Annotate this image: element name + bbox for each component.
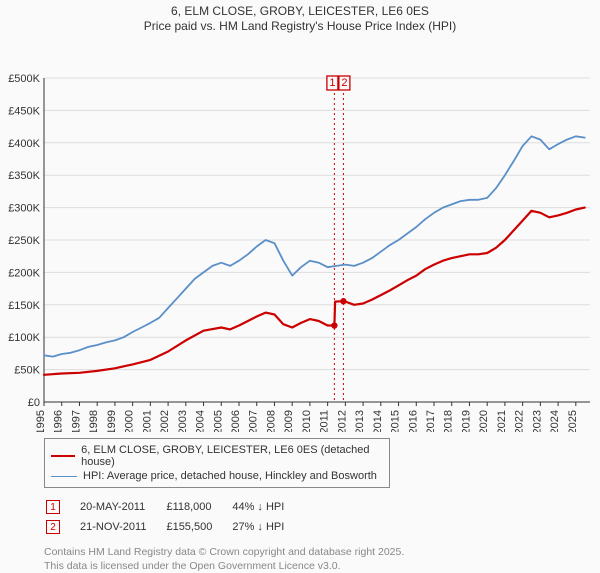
svg-text:2014: 2014: [372, 410, 384, 432]
svg-text:2007: 2007: [248, 410, 260, 432]
event-date: 21-NOV-2011: [80, 518, 164, 536]
svg-text:2001: 2001: [141, 410, 153, 432]
event-date: 20-MAY-2011: [80, 498, 164, 516]
legend: 6, ELM CLOSE, GROBY, LEICESTER, LE6 0ES …: [44, 438, 390, 488]
svg-text:2015: 2015: [390, 410, 402, 432]
svg-text:£0: £0: [28, 397, 40, 409]
sale-events-table: 1 20-MAY-2011£118,00044% ↓ HPI 2 21-NOV-201…: [44, 496, 304, 538]
svg-text:2020: 2020: [478, 410, 490, 432]
svg-text:2023: 2023: [531, 410, 543, 432]
svg-text:1: 1: [329, 77, 335, 89]
event-marker-cell: 2: [46, 518, 78, 536]
svg-text:2022: 2022: [514, 410, 526, 432]
svg-text:2012: 2012: [336, 410, 348, 432]
attribution-line-1: Contains HM Land Registry data © Crown c…: [44, 546, 404, 558]
svg-text:2025: 2025: [567, 410, 579, 432]
event-delta: 44% ↓ HPI: [232, 498, 302, 516]
svg-text:2002: 2002: [159, 410, 171, 432]
svg-text:£400K: £400K: [8, 138, 40, 150]
svg-text:£450K: £450K: [8, 105, 40, 117]
svg-text:2000: 2000: [124, 410, 136, 432]
svg-text:1995: 1995: [35, 410, 47, 432]
svg-text:2004: 2004: [195, 410, 207, 432]
legend-label: 6, ELM CLOSE, GROBY, LEICESTER, LE6 0ES …: [81, 444, 383, 468]
svg-text:£100K: £100K: [8, 332, 40, 344]
title-line-1: 6, ELM CLOSE, GROBY, LEICESTER, LE6 0ES: [0, 4, 600, 19]
line-chart-svg: £0 £50K £100K £150K £200K £250K £300K £350K £400…: [0, 34, 600, 432]
event-price: £118,000: [166, 498, 230, 516]
svg-text:2021: 2021: [496, 410, 508, 432]
event-marker-icon: 2: [46, 520, 60, 534]
legend-item: HPI: Average price, detached house, Hinc…: [51, 469, 383, 483]
svg-text:2011: 2011: [319, 410, 331, 432]
event-delta: 27% ↓ HPI: [232, 518, 302, 536]
chart-title-block: 6, ELM CLOSE, GROBY, LEICESTER, LE6 0ES …: [0, 0, 600, 34]
svg-text:1999: 1999: [106, 410, 118, 432]
svg-text:2005: 2005: [212, 410, 224, 432]
svg-text:2017: 2017: [425, 410, 437, 432]
svg-text:2: 2: [341, 77, 347, 89]
svg-text:1998: 1998: [88, 410, 100, 432]
svg-text:£350K: £350K: [8, 170, 40, 182]
svg-text:2006: 2006: [230, 410, 242, 432]
attribution-line-2: This data is licensed under the Open Gov…: [44, 560, 341, 572]
legend-swatch: [51, 455, 75, 457]
svg-text:£250K: £250K: [8, 235, 40, 247]
legend-item: 6, ELM CLOSE, GROBY, LEICESTER, LE6 0ES …: [51, 443, 383, 469]
event-marker-cell: 1: [46, 498, 78, 516]
legend-swatch: [51, 476, 77, 477]
sale-event-row: 2 21-NOV-2011£155,50027% ↓ HPI: [46, 518, 302, 536]
svg-text:£500K: £500K: [8, 73, 40, 85]
svg-text:2018: 2018: [443, 410, 455, 432]
legend-label: HPI: Average price, detached house, Hinc…: [83, 470, 377, 482]
svg-text:2009: 2009: [283, 410, 295, 432]
svg-text:2016: 2016: [407, 410, 419, 432]
svg-text:£300K: £300K: [8, 203, 40, 215]
chart-area: £0 £50K £100K £150K £200K £250K £300K £350K £400…: [0, 34, 600, 432]
svg-text:2013: 2013: [354, 410, 366, 432]
svg-text:1997: 1997: [70, 410, 82, 432]
event-price: £155,500: [166, 518, 230, 536]
svg-text:1996: 1996: [53, 410, 65, 432]
svg-text:2008: 2008: [265, 410, 277, 432]
title-line-2: Price paid vs. HM Land Registry's House …: [0, 19, 600, 34]
svg-text:2019: 2019: [460, 410, 472, 432]
svg-text:2010: 2010: [301, 410, 313, 432]
sale-event-row: 1 20-MAY-2011£118,00044% ↓ HPI: [46, 498, 302, 516]
event-marker-icon: 1: [46, 500, 60, 514]
svg-text:2003: 2003: [177, 410, 189, 432]
svg-text:£50K: £50K: [14, 365, 40, 377]
svg-text:2024: 2024: [549, 410, 561, 432]
svg-text:£200K: £200K: [8, 267, 40, 279]
svg-text:£150K: £150K: [8, 300, 40, 312]
